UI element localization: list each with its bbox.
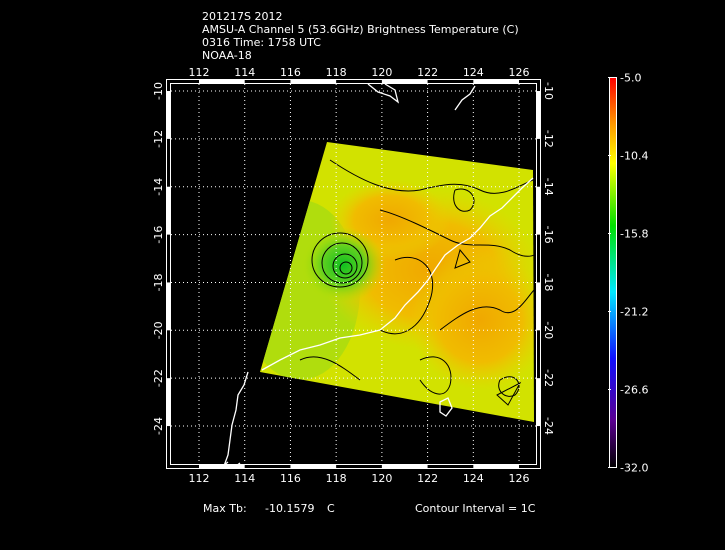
lat-lon-grid xyxy=(171,84,536,464)
colorbar-ticks: -5.0 -10.4 -15.8 -21.2 -26.6 -32.0 xyxy=(608,72,648,475)
lon-tick-label-bottom: 126 xyxy=(509,472,530,485)
lon-tick-label-top: 124 xyxy=(463,66,484,79)
frame-tick-bar xyxy=(536,378,540,427)
contour-lines xyxy=(299,159,535,406)
frame-tick-bar xyxy=(536,91,540,139)
lat-tick-label-left: -24 xyxy=(152,417,165,435)
lon-tick-label-top: 118 xyxy=(326,66,347,79)
title-line-3: 0316 Time: 1758 UTC xyxy=(202,36,321,49)
lat-tick-label-left: -14 xyxy=(152,178,165,196)
frame-tick-bar xyxy=(473,79,520,83)
lon-tick-label-bottom: 112 xyxy=(189,472,210,485)
frame-tick-bar xyxy=(166,91,170,139)
colorbar-gradient xyxy=(609,77,617,468)
frame-tick-bar xyxy=(536,186,540,235)
frame-tick-bar xyxy=(199,464,245,468)
frame-tick-bar xyxy=(199,79,245,83)
lat-tick-label-left: -10 xyxy=(152,82,165,100)
max-tb-unit: C xyxy=(327,502,335,515)
lon-tick-label-top: 116 xyxy=(280,66,301,79)
lat-tick-label-right: -18 xyxy=(542,273,555,291)
colorbar-tick-label: -21.2 xyxy=(620,306,648,319)
title-line-1: 201217S 2012 xyxy=(202,10,282,23)
lat-tick-label-left: -22 xyxy=(152,369,165,387)
lon-tick-label-bottom: 124 xyxy=(463,472,484,485)
lat-tick-label-left: -18 xyxy=(152,273,165,291)
frame-tick-bar xyxy=(473,464,520,468)
lon-tick-label-bottom: 118 xyxy=(326,472,347,485)
lat-tick-label-right: -20 xyxy=(542,321,555,339)
title-line-4: NOAA-18 xyxy=(202,49,252,62)
frame-tick-bars xyxy=(166,79,540,468)
frame-tick-bar xyxy=(381,464,428,468)
contour-interval-label: Contour Interval = 1C xyxy=(415,502,536,515)
frame-tick-bar xyxy=(166,282,170,331)
lat-tick-label-right: -10 xyxy=(542,82,555,100)
lon-tick-label-bottom: 122 xyxy=(417,472,438,485)
lat-tick-label-right: -16 xyxy=(542,226,555,244)
frame-tick-bar xyxy=(290,464,337,468)
lon-tick-label-bottom: 114 xyxy=(234,472,255,485)
max-tb-value: -10.1579 xyxy=(265,502,314,515)
lon-tick-label-bottom: 120 xyxy=(371,472,392,485)
max-tb-label: Max Tb: xyxy=(203,502,247,515)
lat-tick-label-right: -12 xyxy=(542,130,555,148)
colorbar: -5.0 -10.4 -15.8 -21.2 -26.6 -32.0 xyxy=(608,72,648,475)
lon-tick-label-top: 112 xyxy=(189,66,210,79)
lon-tick-label-top: 122 xyxy=(417,66,438,79)
colorbar-tick-label: -26.6 xyxy=(620,384,648,397)
colorbar-tick-label: -5.0 xyxy=(620,72,641,85)
lat-tick-label-right: -14 xyxy=(542,178,555,196)
title-line-2: AMSU-A Channel 5 (53.6GHz) Brightness Te… xyxy=(202,23,519,36)
colorbar-tick-label: -10.4 xyxy=(620,150,648,163)
frame-tick-bar xyxy=(166,378,170,427)
lat-tick-label-left: -20 xyxy=(152,321,165,339)
lat-tick-label-left: -12 xyxy=(152,130,165,148)
lat-tick-label-left: -16 xyxy=(152,226,165,244)
colorbar-tick-label: -32.0 xyxy=(620,462,648,475)
colorbar-tick-label: -15.8 xyxy=(620,228,648,241)
frame-tick-bar xyxy=(166,186,170,235)
lon-tick-label-top: 114 xyxy=(234,66,255,79)
frame-tick-bar xyxy=(381,79,428,83)
map-frame-outer xyxy=(166,79,541,469)
map-frame-inner xyxy=(170,83,537,465)
lon-tick-label-bottom: 116 xyxy=(280,472,301,485)
frame-tick-bar xyxy=(290,79,337,83)
plot-title: 201217S 2012 AMSU-A Channel 5 (53.6GHz) … xyxy=(202,10,519,62)
axis-tick-labels: 112 112 114 114 116 116 118 118 120 120 122 122 124 1… xyxy=(152,66,555,485)
lon-tick-label-top: 126 xyxy=(509,66,530,79)
lat-tick-label-right: -22 xyxy=(542,369,555,387)
frame-tick-bar xyxy=(536,282,540,331)
lon-tick-label-top: 120 xyxy=(371,66,392,79)
lat-tick-label-right: -24 xyxy=(542,417,555,435)
